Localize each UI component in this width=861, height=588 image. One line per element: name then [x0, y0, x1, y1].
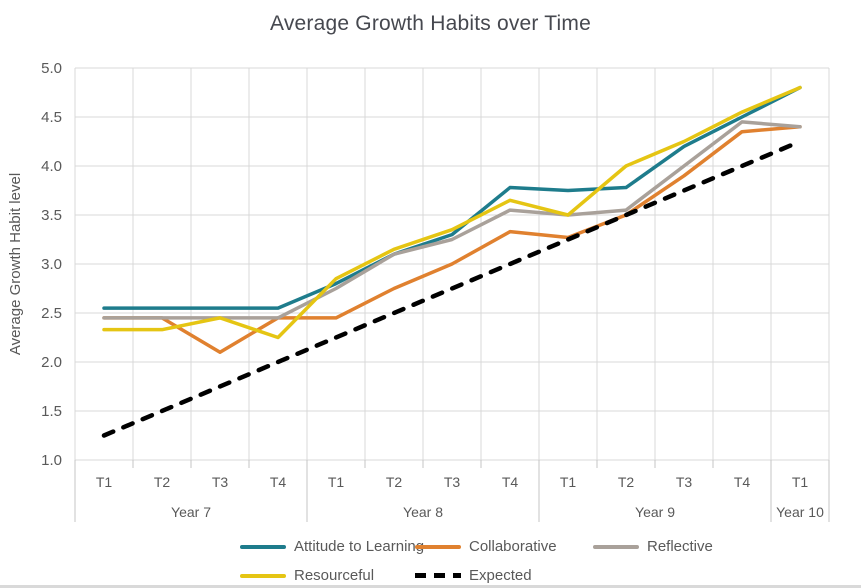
y-axis-tick-label: 1.5: [41, 403, 62, 420]
series-line-resourceful: [102, 85, 802, 340]
series-line-expected: [101, 139, 803, 438]
x-axis-term-label: T4: [734, 474, 751, 490]
chart-title: Average Growth Habits over Time: [270, 12, 591, 35]
x-axis-term-label: T1: [328, 474, 345, 490]
legend-label: Attitude to Learning: [294, 538, 425, 555]
y-axis-tick-label: 3.0: [41, 256, 62, 273]
y-axis-title: Average Growth Habit level: [7, 173, 24, 355]
x-axis-term-label: T2: [618, 474, 635, 490]
window-bottom-edge: [0, 585, 861, 588]
legend-item-resourceful: Resourceful: [240, 567, 374, 584]
y-axis-tick-label: 4.5: [41, 109, 62, 126]
legend-item-expected: Expected: [415, 567, 532, 584]
legend-item-attitude-to-learning: Attitude to Learning: [240, 538, 424, 555]
legend-label: Resourceful: [294, 567, 375, 584]
legend-swatch-expected: [415, 573, 461, 578]
legend-item-reflective: Reflective: [593, 538, 713, 555]
legend-label: Expected: [469, 567, 532, 584]
x-axis-year-label: Year 7: [171, 504, 211, 520]
series-line-attitude-to-learning: [102, 85, 802, 310]
y-axis-tick-label: 5.0: [41, 60, 62, 77]
x-axis-term-label: T3: [444, 474, 461, 490]
x-axis-term-label: T3: [676, 474, 693, 490]
x-axis-year-label: Year 10: [776, 504, 824, 520]
line-chart-plot-area: 1.0 1.5 2.0 2.5 3.0 3.5 4.0 4.5 5.0 T1 T2 T3 T4 T1 T2 T…: [7, 60, 830, 522]
x-axis-year-label: Year 9: [635, 504, 675, 520]
y-axis-tick-label: 2.5: [41, 305, 62, 322]
x-axis-term-label: T1: [96, 474, 113, 490]
y-axis-tick-label: 1.0: [41, 452, 62, 469]
legend-swatch-resourceful: [240, 573, 286, 578]
x-axis-term-label: T4: [502, 474, 519, 490]
x-axis-term-label: T1: [792, 474, 809, 490]
x-axis-term-label: T1: [560, 474, 577, 490]
legend-label: Reflective: [647, 538, 713, 555]
y-axis-tick-label: 4.0: [41, 158, 62, 175]
x-axis-year-label: Year 8: [403, 504, 443, 520]
legend-swatch-reflective: [593, 544, 639, 549]
y-axis-tick-label: 3.5: [41, 207, 62, 224]
series-line-collaborative: [102, 125, 802, 354]
legend-swatch-attitude-to-learning: [240, 544, 286, 549]
legend-item-collaborative: Collaborative: [415, 538, 557, 555]
x-axis-term-label: T2: [386, 474, 403, 490]
x-axis-term-label: T4: [270, 474, 287, 490]
x-axis-term-label: T2: [154, 474, 171, 490]
legend-swatch-collaborative: [415, 544, 461, 549]
x-axis-term-label: T3: [212, 474, 229, 490]
legend-label: Collaborative: [469, 538, 557, 555]
y-axis-tick-label: 2.0: [41, 354, 62, 371]
